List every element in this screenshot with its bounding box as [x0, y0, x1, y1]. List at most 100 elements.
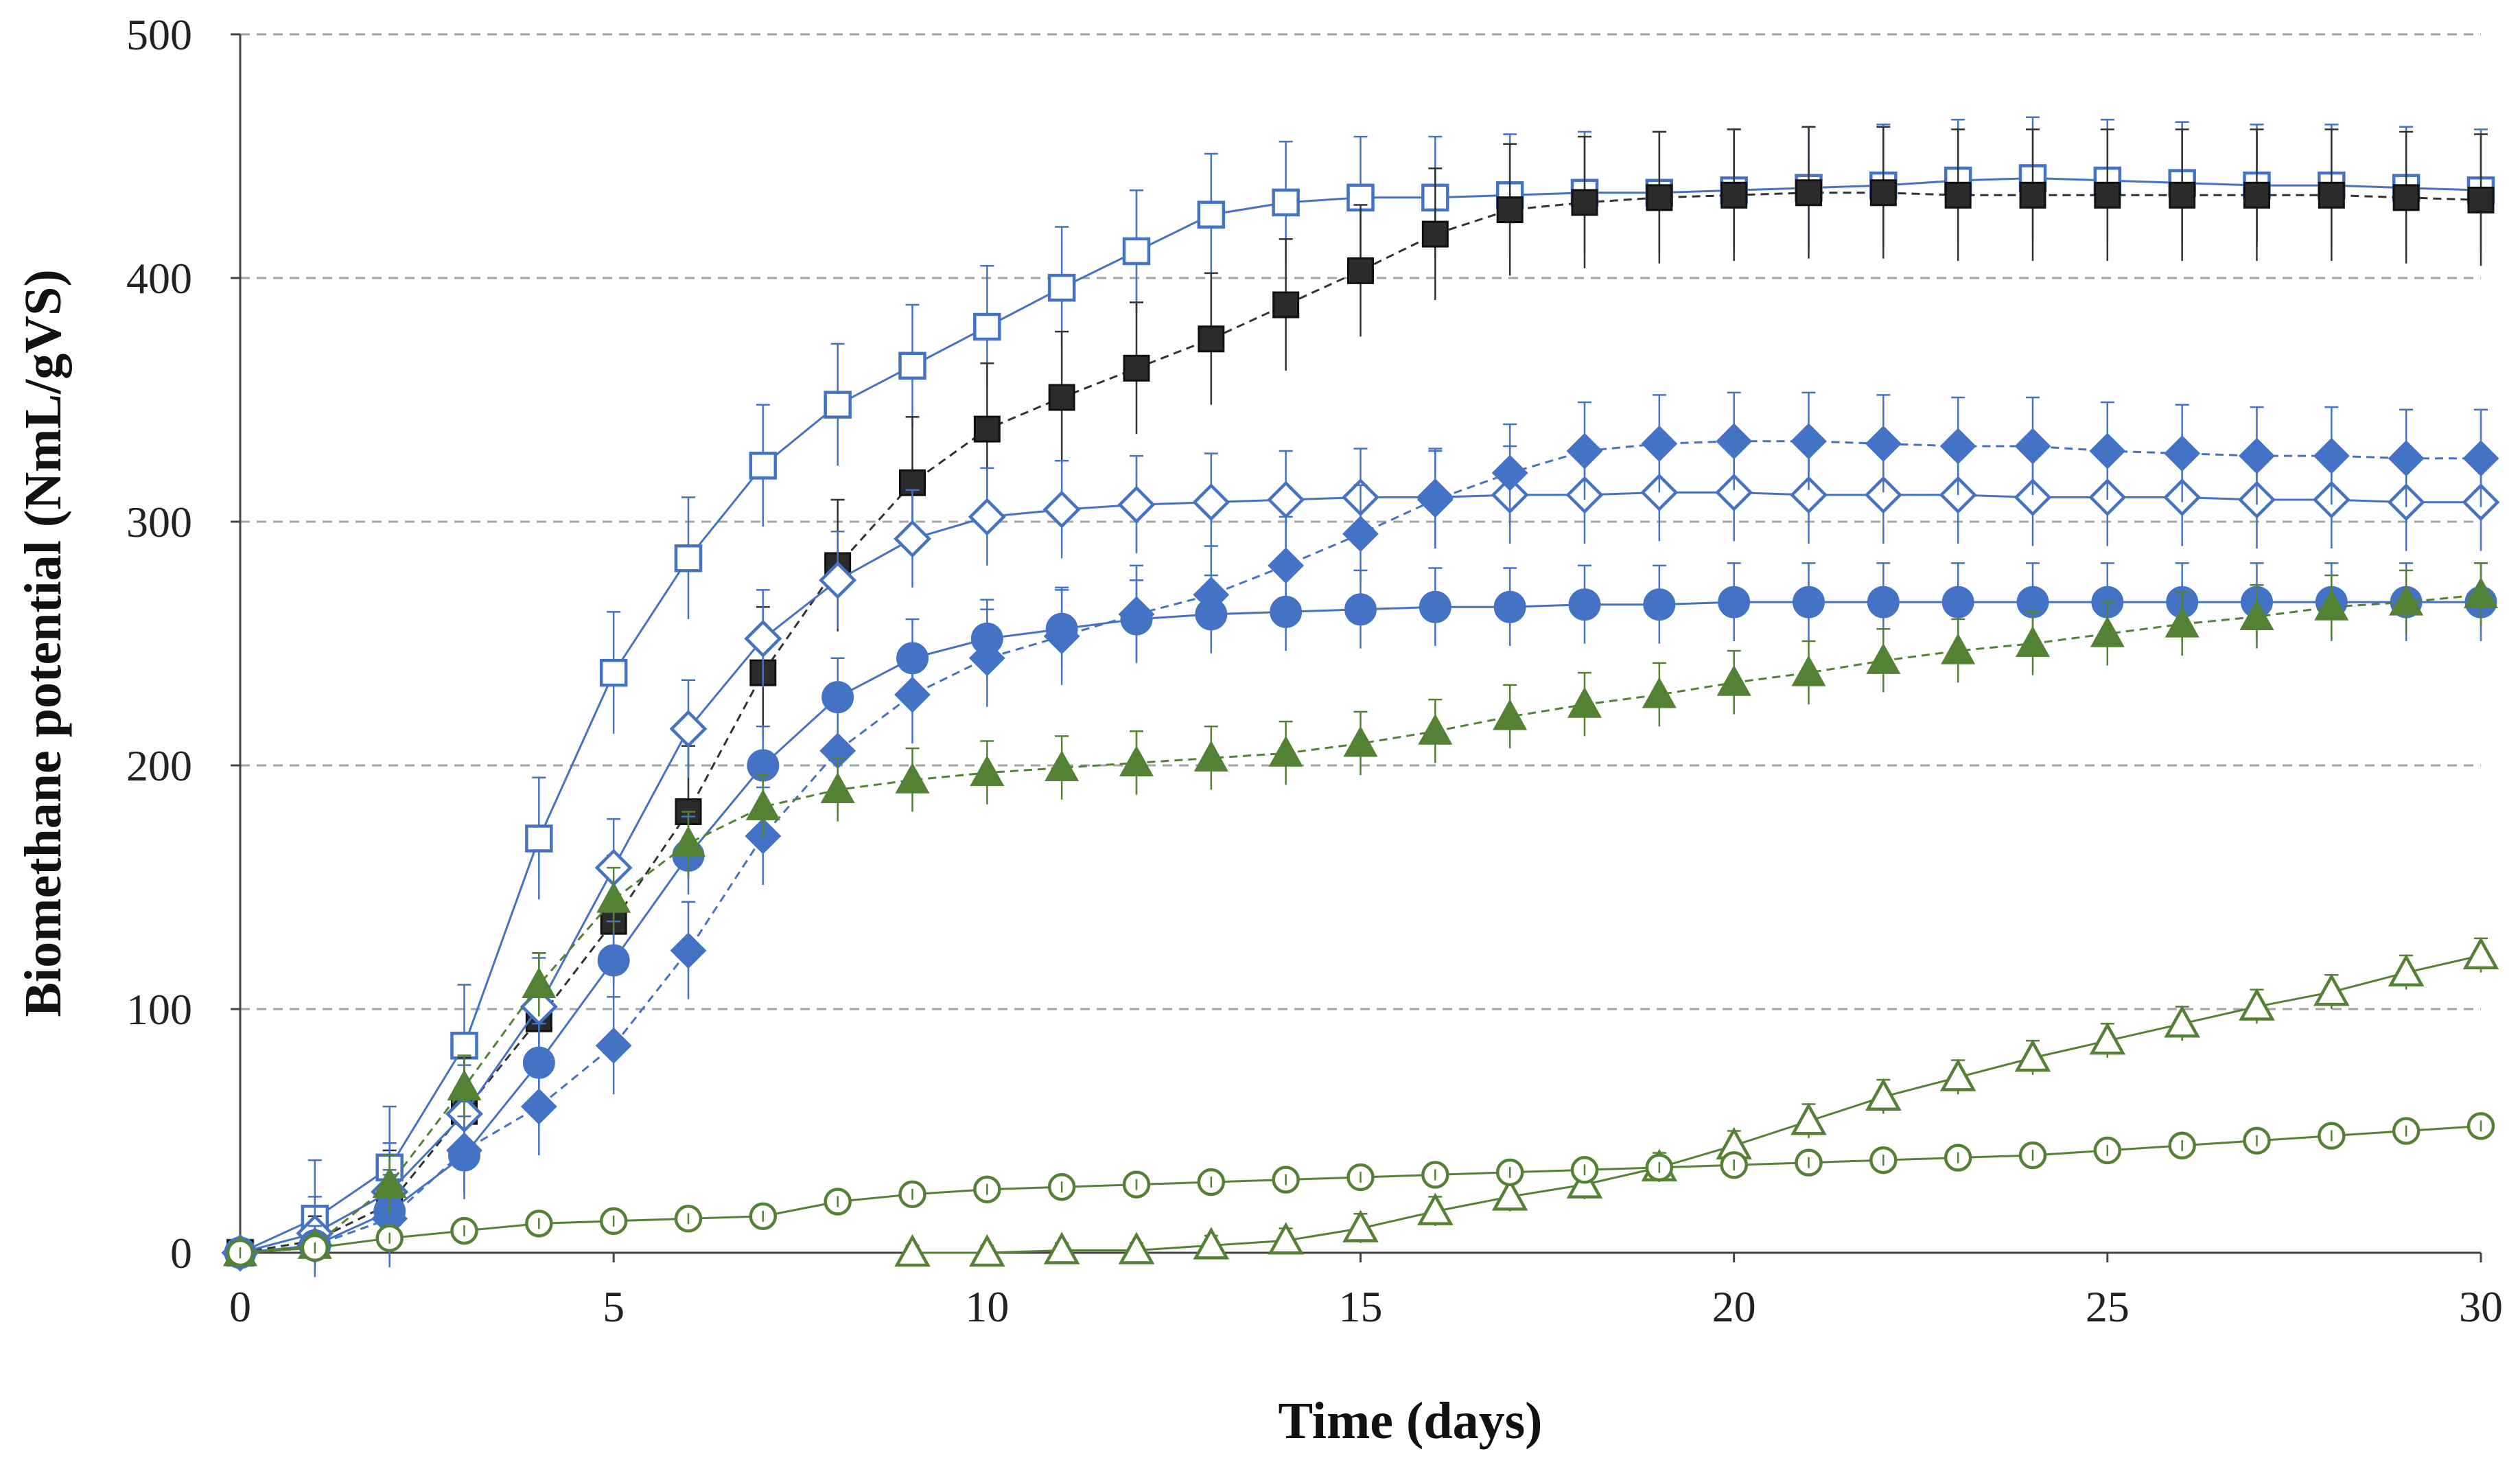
filled-diamond-marker [1865, 425, 1902, 462]
data-series [221, 116, 2500, 1277]
open-diamond-marker [669, 710, 708, 748]
open-triangle-marker [1417, 1192, 1454, 1225]
filled-circle-marker [1045, 612, 1078, 645]
filled-diamond-marker [2388, 440, 2425, 477]
open-triangle-marker [1268, 1222, 1304, 1255]
filled-square-marker [1496, 196, 1524, 224]
filled-triangle-marker [895, 762, 930, 794]
filled-circle-marker [1568, 588, 1601, 621]
open-square-marker [674, 544, 703, 572]
open-square-marker [1272, 188, 1300, 217]
open-diamond-marker [1042, 490, 1081, 529]
open-triangle-marker [1939, 1059, 1976, 1091]
filled-triangle-marker [1193, 740, 1228, 772]
filled-diamond-marker [2462, 440, 2499, 477]
open-triangle-marker [1491, 1178, 1528, 1211]
filled-square-marker [1421, 220, 1449, 248]
filled-circle-marker [1419, 590, 1451, 623]
filled-square-marker [1571, 189, 1598, 216]
filled-square-marker [1720, 181, 1748, 209]
filled-circle-marker [896, 642, 929, 675]
filled-triangle-marker [1866, 643, 1901, 674]
open-triangle-marker [2014, 1039, 2051, 1072]
filled-triangle-marker [1716, 664, 1751, 696]
filled-diamond-marker [595, 1027, 632, 1064]
filled-circle-marker [597, 944, 630, 977]
open-diamond-marker [1117, 485, 1156, 524]
filled-triangle-marker [2090, 616, 2125, 647]
series-1-filled-square [226, 126, 2495, 1266]
filled-triangle-marker [1493, 699, 1528, 730]
filled-diamond-marker [1790, 423, 1827, 460]
filled-square-marker [1646, 184, 1673, 211]
open-triangle-marker [2089, 1022, 2126, 1055]
open-square-marker [898, 351, 926, 380]
filled-triangle-marker [2165, 606, 2200, 638]
x-tick-label: 0 [229, 1282, 251, 1331]
filled-square-marker [1869, 179, 1897, 207]
filled-triangle-marker [1567, 686, 1602, 718]
series-3-filled-diamond [222, 391, 2499, 1271]
open-triangle-marker [2388, 953, 2425, 986]
open-triangle-marker [894, 1234, 931, 1267]
filled-diamond-marker [520, 1088, 557, 1125]
filled-circle-marker [1270, 595, 1303, 628]
filled-triangle-marker [1119, 745, 1154, 776]
open-triangle-marker [1118, 1231, 1155, 1264]
filled-circle-marker [522, 1046, 555, 1079]
open-diamond-marker [1267, 481, 1305, 519]
filled-circle-marker [970, 622, 1003, 655]
filled-diamond-marker [1491, 454, 1528, 491]
filled-circle-marker [1643, 588, 1676, 621]
open-diamond-marker [1715, 473, 1753, 511]
filled-triangle-marker [2015, 625, 2051, 657]
open-diamond-marker [819, 561, 857, 599]
open-square-marker [749, 452, 778, 480]
open-triangle-marker [969, 1234, 1005, 1267]
open-square-marker [1197, 200, 1226, 229]
series-7-open-circle [226, 1112, 2495, 1267]
open-triangle-marker [1790, 1102, 1827, 1135]
filled-triangle-marker [1941, 633, 1976, 664]
tick-labels: 0 100 200 300 400 500 0 5 10 15 20 25 30 [126, 10, 2503, 1331]
filled-square-marker [2094, 181, 2121, 209]
filled-triangle-marker [522, 967, 557, 998]
open-diamond-marker [968, 498, 1006, 536]
y-tick-label: 400 [126, 254, 192, 303]
open-triangle-marker [1193, 1227, 1230, 1260]
filled-square-marker [1272, 291, 1300, 319]
open-triangle-marker [2313, 973, 2350, 1006]
filled-circle-marker [448, 1139, 480, 1172]
filled-circle-marker [1941, 586, 1974, 618]
open-diamond-marker [894, 520, 931, 558]
filled-diamond-marker [1416, 481, 1454, 518]
filled-triangle-marker [1268, 735, 1303, 767]
filled-circle-marker [1344, 593, 1377, 626]
filled-circle-marker [1120, 603, 1153, 636]
x-tick-label: 5 [603, 1282, 625, 1331]
filled-circle-marker [1493, 590, 1526, 623]
open-triangle-marker [1865, 1078, 1902, 1111]
series-line [240, 594, 2482, 1254]
filled-circle-marker [1195, 598, 1228, 631]
y-tick-label: 300 [126, 498, 192, 546]
filled-square-marker [1048, 384, 1075, 411]
filled-square-marker [2169, 181, 2196, 209]
y-tick-label: 500 [126, 10, 192, 59]
filled-diamond-marker [1566, 432, 1603, 470]
series-6-open-triangle [894, 936, 2499, 1267]
filled-square-marker [2318, 181, 2345, 209]
filled-triangle-marker [596, 881, 631, 913]
open-triangle-marker [2462, 936, 2499, 970]
filled-diamond-marker [1641, 425, 1678, 462]
y-tick-label: 0 [170, 1229, 192, 1277]
filled-triangle-marker [1642, 677, 1677, 708]
filled-diamond-marker [2239, 437, 2275, 474]
x-tick-label: 25 [2086, 1282, 2130, 1331]
filled-square-marker [1795, 179, 1822, 207]
series-5-filled-triangle [222, 562, 2499, 1266]
open-square-marker [599, 658, 628, 687]
filled-square-marker [973, 415, 1001, 443]
y-axis-title: Biomethane potential (NmL/gVS) [14, 269, 72, 1017]
filled-triangle-marker [1045, 750, 1080, 782]
